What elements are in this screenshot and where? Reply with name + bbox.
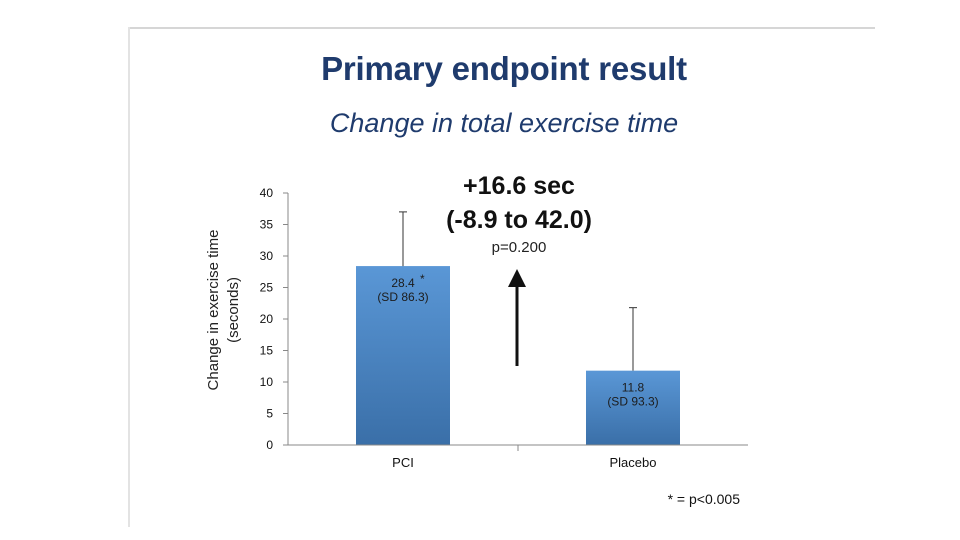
page-title: Primary endpoint result	[321, 50, 687, 87]
y-axis-label-line1: Change in exercise time	[205, 230, 222, 391]
category-label-pci: PCI	[392, 455, 414, 470]
significance-marker-pci: *	[420, 272, 425, 286]
y-tick-label: 25	[260, 281, 274, 295]
p-value: p=0.200	[492, 239, 547, 256]
bar-value-label-pci: 28.4	[391, 276, 415, 290]
y-tick-label: 15	[260, 344, 274, 358]
category-label-placebo: Placebo	[610, 455, 657, 470]
y-tick-label: 10	[260, 375, 274, 389]
y-axis-label-line2: (seconds)	[225, 277, 242, 343]
y-tick-label: 30	[260, 249, 274, 263]
difference-ci: (-8.9 to 42.0)	[446, 206, 592, 234]
bars-group: 28.4 * (SD 86.3) 11.8(SD 93.3)	[356, 211, 680, 445]
y-tick-label: 0	[266, 438, 273, 452]
bar-value-label-placebo: 11.8	[622, 381, 645, 395]
y-axis-ticks: 0 5 10 15 20 25 30 35 40	[260, 186, 288, 452]
bar-placebo	[586, 370, 680, 445]
page-subtitle: Change in total exercise time	[329, 108, 679, 138]
bar-pci	[356, 266, 450, 445]
y-tick-label: 35	[260, 218, 274, 232]
y-tick-label: 40	[260, 186, 274, 200]
slide-top-rule	[130, 27, 875, 29]
slide-left-rule	[128, 27, 130, 527]
y-tick-label: 5	[266, 407, 273, 421]
bar-sd-label-pci: (SD 86.3)	[377, 290, 428, 304]
difference-value: +16.6 sec	[463, 172, 575, 200]
bar-sd-label-placebo: (SD 93.3)	[607, 395, 658, 409]
y-tick-label: 20	[260, 312, 274, 326]
significance-footnote: * = p<0.005	[668, 491, 741, 507]
